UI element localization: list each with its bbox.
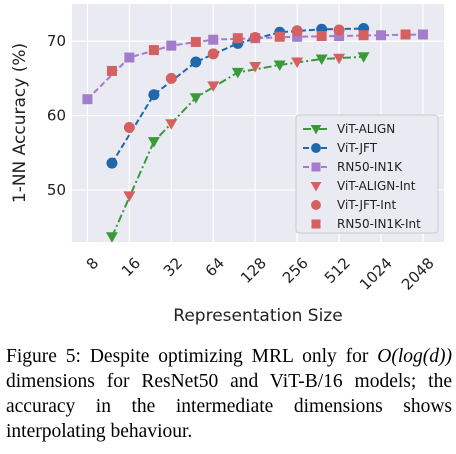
data-point-vit-jft-int [207, 48, 219, 60]
data-point-vit-jft-int [291, 25, 303, 37]
data-point-vit-align-int [333, 53, 346, 65]
data-point-vit-align-int [207, 81, 220, 92]
data-point-vit-jft [106, 157, 118, 169]
legend-label-vit-align-int: ViT-ALIGN-Int [337, 179, 416, 193]
x-tick-label: 256 [279, 254, 312, 287]
data-point-vit-jft-int [249, 31, 261, 43]
caption-text-2: dimensions for ResNet50 and ViT-B/16 mod… [6, 371, 452, 442]
data-point-rn50-in1k [124, 52, 135, 63]
data-point-vit-align-int [249, 61, 262, 73]
data-point-vit-align [273, 60, 286, 71]
x-tick-label: 2048 [398, 254, 438, 294]
legend-marker-rn50-in1k [311, 162, 321, 172]
data-point-rn50-in1k-int [400, 29, 411, 40]
legend-box [295, 114, 439, 234]
data-point-rn50-in1k-int [106, 65, 117, 76]
data-point-rn50-in1k-int [232, 33, 243, 44]
y-tick-label: 60 [47, 107, 66, 125]
data-point-rn50-in1k [166, 40, 177, 51]
y-tick-label: 50 [47, 181, 66, 199]
legend: ViT-ALIGN ViT-JFT RN50-IN1K ViT-ALIGN-Int Vi… [295, 114, 439, 234]
data-point-rn50-in1k [82, 94, 93, 105]
data-point-vit-align [357, 52, 370, 63]
legend-marker-vit-jft [311, 143, 321, 153]
y-tick-labels: 50 60 70 [47, 32, 66, 199]
y-tick-label: 70 [47, 32, 66, 50]
legend-label-vit-jft: ViT-JFT [337, 141, 378, 155]
x-tick-labels: 8 16 32 64 128 256 512 1024 2048 [83, 254, 438, 294]
data-point-rn50-in1k [208, 34, 219, 45]
x-tick-label: 8 [83, 254, 102, 273]
y-axis-label: 1-NN Accuracy (%) [10, 43, 30, 203]
caption-text-1: Figure 5: Despite optimizing MRL only fo… [6, 346, 378, 367]
data-point-vit-align [189, 93, 202, 104]
x-axis-label: Representation Size [173, 306, 342, 326]
data-point-vit-align [231, 67, 244, 79]
data-point-vit-jft-int [333, 24, 345, 36]
x-tick-label: 16 [118, 254, 144, 280]
data-point-vit-jft-int [165, 72, 177, 84]
legend-label-vit-jft-int: ViT-JFT-Int [337, 198, 396, 212]
data-point-rn50-in1k-int [358, 30, 369, 41]
data-point-vit-jft [148, 89, 160, 101]
legend-marker-vit-align [310, 124, 322, 135]
data-point-rn50-in1k [334, 30, 345, 41]
data-point-rn50-in1k [292, 31, 303, 42]
x-tick-label: 512 [321, 254, 354, 287]
legend-label-vit-align: ViT-ALIGN [337, 122, 395, 136]
x-tick-label: 1024 [356, 254, 396, 294]
x-tick-label: 64 [202, 254, 228, 280]
data-point-vit-align-int [123, 191, 136, 202]
data-point-vit-align [105, 232, 118, 243]
data-point-rn50-in1k [376, 30, 387, 41]
caption-math: O(log(d)) [377, 346, 452, 367]
data-point-rn50-in1k-int [190, 36, 201, 47]
chart: 8 16 32 64 128 256 512 1024 2048 50 60 70 Represen… [10, 4, 444, 326]
data-point-vit-align [315, 54, 328, 66]
legend-marker-vit-align-int [310, 181, 322, 192]
data-point-rn50-in1k [417, 29, 428, 40]
series-markers [82, 23, 428, 243]
legend-marker-rn50-in1k-int [311, 219, 321, 229]
data-point-vit-jft [190, 56, 202, 68]
data-point-rn50-in1k-int [316, 30, 327, 41]
data-point-vit-align-int [165, 119, 178, 130]
data-point-vit-align [147, 137, 160, 148]
data-point-rn50-in1k-int [148, 45, 159, 56]
x-tick-label: 128 [237, 254, 270, 287]
data-point-vit-align-int [291, 57, 304, 69]
legend-label-rn50-in1k: RN50-IN1K [337, 160, 403, 174]
data-point-vit-jft-int [123, 121, 135, 133]
figure-caption: Figure 5: Despite optimizing MRL only fo… [6, 344, 452, 444]
legend-marker-vit-jft-int [311, 200, 321, 210]
x-tick-label: 32 [160, 254, 186, 280]
legend-label-rn50-in1k-int: RN50-IN1K-Int [337, 217, 421, 231]
data-point-rn50-in1k-int [274, 31, 285, 42]
